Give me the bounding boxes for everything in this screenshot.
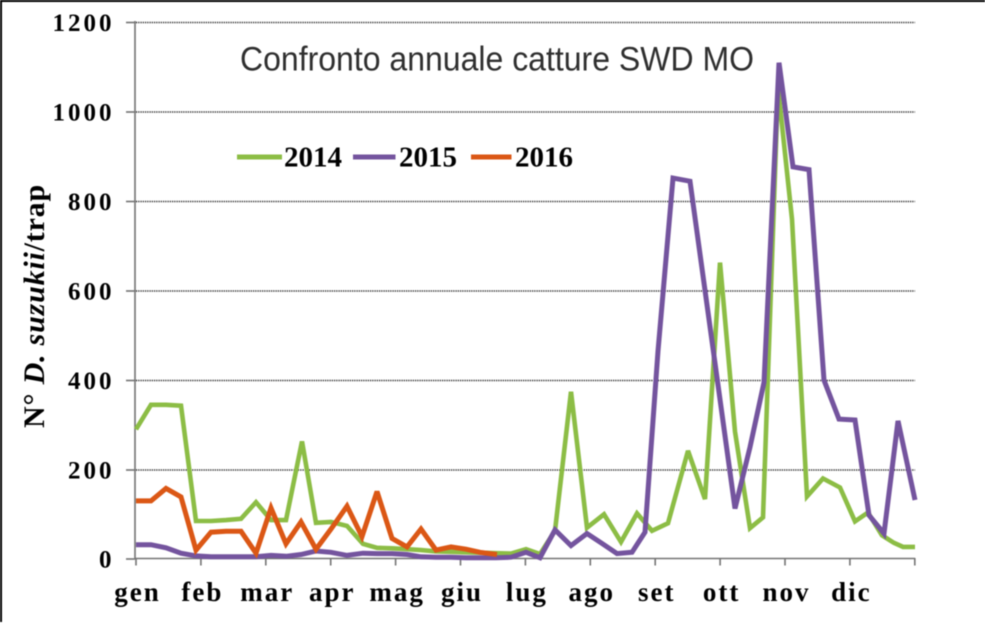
svg-text:800: 800: [68, 189, 115, 216]
svg-text:2015: 2015: [399, 142, 457, 174]
svg-text:mar: mar: [240, 577, 294, 607]
svg-text:ott: ott: [703, 577, 740, 607]
svg-text:2014: 2014: [284, 142, 342, 174]
svg-text:set: set: [638, 577, 675, 607]
svg-text:N° D. suzukii/trap: N° D. suzukii/trap: [18, 184, 51, 428]
svg-text:1000: 1000: [53, 100, 115, 127]
svg-text:Confronto annuale catture SWD: Confronto annuale catture SWD MO: [240, 41, 754, 79]
svg-text:apr: apr: [309, 577, 356, 607]
svg-text:gen: gen: [114, 577, 161, 607]
svg-text:feb: feb: [181, 577, 223, 607]
svg-text:ago: ago: [569, 577, 616, 607]
svg-text:giu: giu: [441, 577, 483, 607]
svg-text:nov: nov: [762, 577, 810, 607]
svg-text:400: 400: [68, 368, 115, 395]
svg-text:dic: dic: [831, 577, 872, 607]
svg-text:1200: 1200: [53, 10, 115, 37]
svg-text:600: 600: [68, 279, 115, 306]
svg-text:2016: 2016: [515, 142, 573, 174]
svg-text:0: 0: [99, 547, 115, 574]
svg-text:200: 200: [68, 458, 115, 485]
svg-text:mag: mag: [369, 577, 425, 607]
svg-text:lug: lug: [506, 577, 548, 607]
